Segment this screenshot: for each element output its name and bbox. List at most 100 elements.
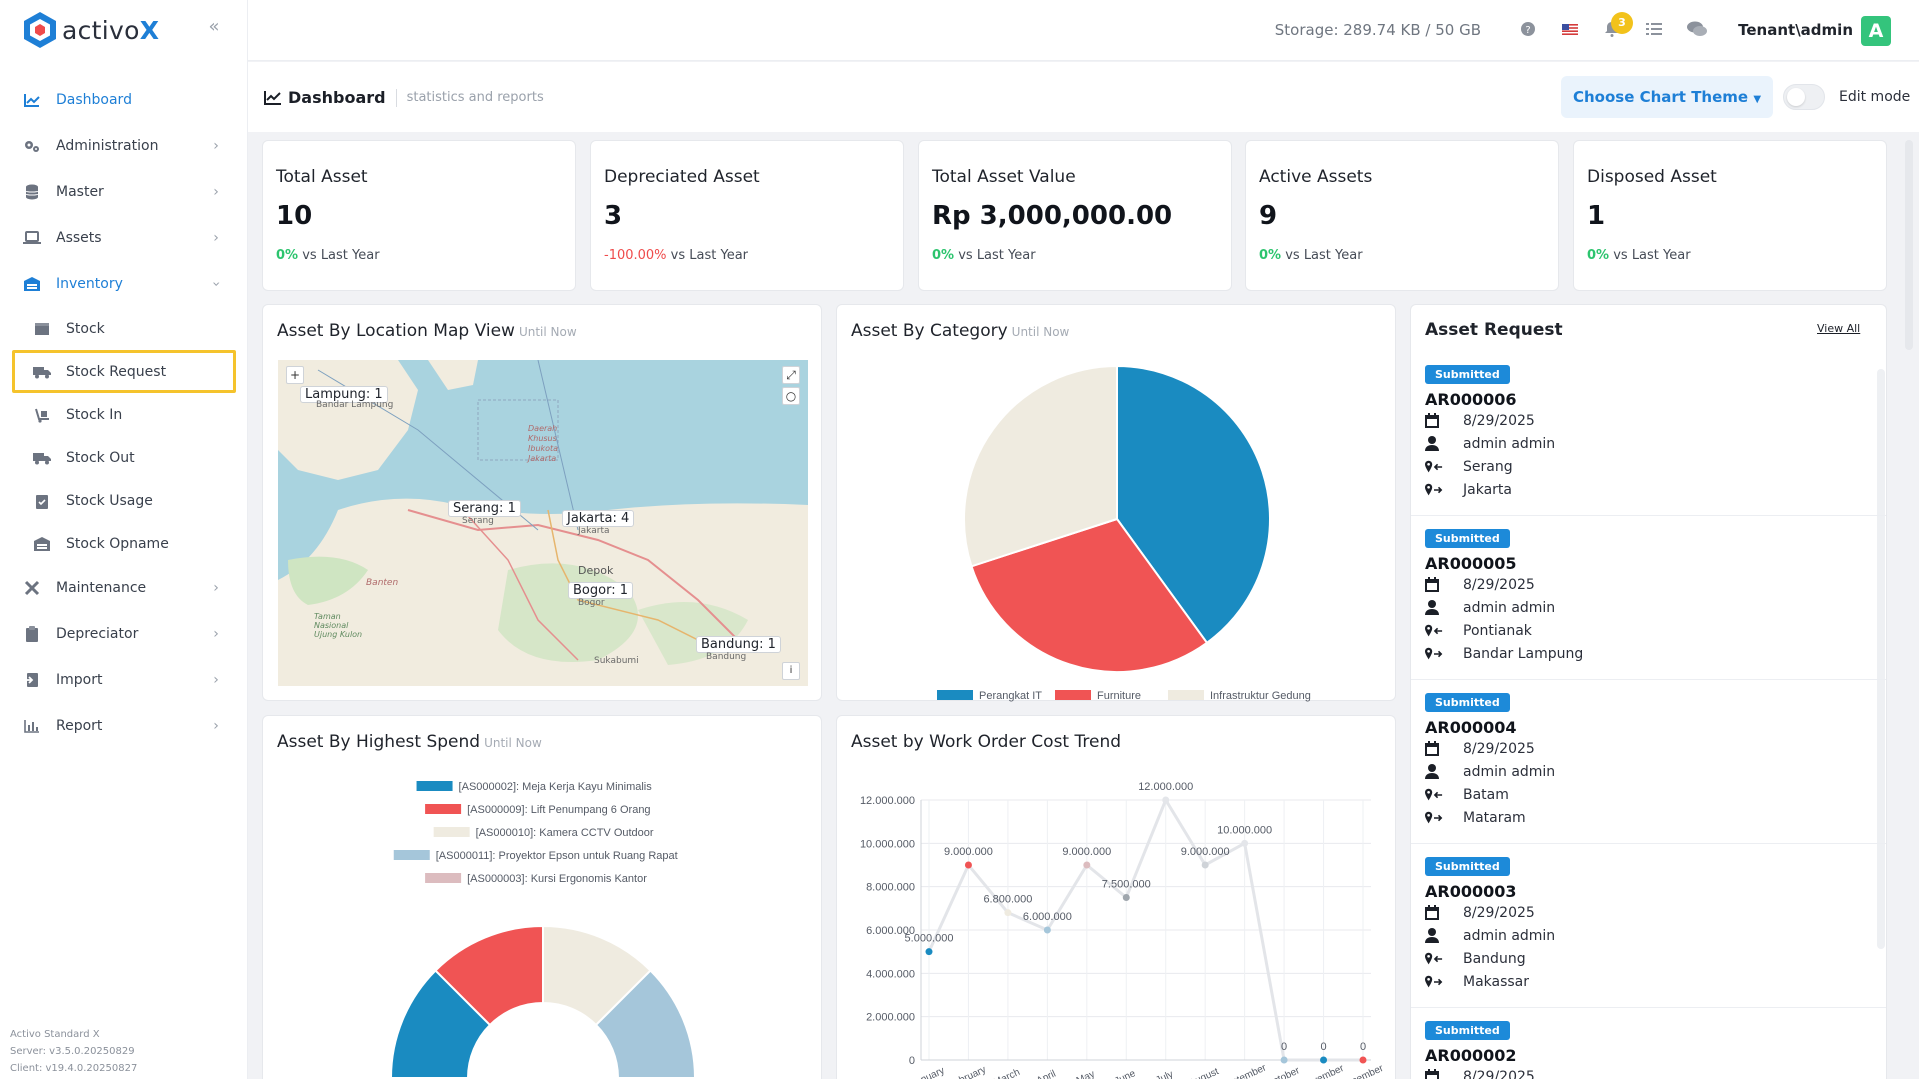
view-all-link[interactable]: View All: [1817, 322, 1861, 335]
sidebar-item-dashboard[interactable]: Dashboard: [0, 77, 248, 123]
legend-label[interactable]: [AS000003]: Kursi Ergonomis Kantor: [467, 873, 647, 885]
sidebar-subitem-stock-out[interactable]: Stock Out: [0, 436, 248, 479]
sidebar-item-label: Master: [56, 184, 104, 200]
request-item[interactable]: Submitted AR000002 8/29/2025: [1425, 1019, 1880, 1079]
sidebar-subitem-stock-opname[interactable]: Stock Opname: [0, 522, 248, 565]
stat-title: Disposed Asset: [1587, 167, 1717, 187]
legend-swatch: [937, 690, 973, 700]
data-point[interactable]: [1280, 1056, 1288, 1064]
sidebar-item-master[interactable]: Master ›: [0, 169, 248, 215]
caret-down-icon: ▼: [1753, 94, 1762, 105]
request-to: Mataram: [1463, 809, 1526, 826]
sidebar-item-administration[interactable]: Administration ›: [0, 123, 248, 169]
status-badge: Submitted: [1425, 693, 1510, 712]
page-scrollbar[interactable]: [1905, 140, 1913, 350]
data-point[interactable]: [1359, 1056, 1367, 1064]
map-marker-label[interactable]: Bogor: 1: [568, 582, 633, 599]
sidebar-subitem-stock-in[interactable]: Stock In: [0, 393, 248, 436]
category-pie-chart[interactable]: Perangkat IT Furniture Infrastruktur Gedun…: [837, 345, 1397, 705]
user-name[interactable]: Tenant\admin: [1738, 21, 1853, 39]
data-label: 6.800.000: [983, 894, 1032, 906]
request-item[interactable]: Submitted AR000004 8/29/2025 admin admin…: [1425, 691, 1880, 829]
sidebar-item-report[interactable]: Report ›: [0, 703, 248, 749]
app-logo[interactable]: activoX: [22, 10, 159, 50]
data-point[interactable]: [1162, 796, 1170, 804]
spend-donut-chart[interactable]: [AS000002]: Meja Kerja Kayu Minimalis [AS…: [263, 716, 822, 1079]
map-marker-label[interactable]: Bandung: 1: [696, 636, 781, 653]
stat-card-disposed-asset: Disposed Asset 1 0% vs Last Year: [1573, 140, 1887, 291]
sidebar-item-maintenance[interactable]: Maintenance ›: [0, 565, 248, 611]
sidebar-subitem-stock-usage[interactable]: Stock Usage: [0, 479, 248, 522]
data-point[interactable]: [1122, 894, 1130, 901]
legend-label[interactable]: Furniture: [1097, 690, 1141, 702]
legend-swatch: [433, 827, 470, 837]
donut-slice[interactable]: [594, 969, 697, 1079]
location-map[interactable]: Lampung: 1 Serang: 1 Jakarta: 4 Bogor: 1…: [278, 360, 808, 686]
pie-slice[interactable]: [963, 364, 1118, 568]
pie-slice[interactable]: [970, 517, 1209, 673]
data-point[interactable]: [1320, 1056, 1328, 1064]
data-point[interactable]: [1043, 926, 1051, 934]
map-reset-icon[interactable]: ○: [782, 387, 800, 405]
data-point[interactable]: [1083, 861, 1091, 869]
task-list-icon[interactable]: [1644, 19, 1664, 39]
legend-label[interactable]: [AS000010]: Kamera CCTV Outdoor: [476, 827, 654, 839]
avatar[interactable]: A: [1861, 16, 1891, 46]
pie-slice[interactable]: [1116, 364, 1271, 645]
map-place-label: Sukabumi: [594, 656, 639, 666]
sidebar-item-inventory[interactable]: Inventory ›: [0, 261, 248, 307]
map-marker-label[interactable]: Jakarta: 4: [562, 510, 635, 527]
help-icon[interactable]: ?: [1518, 19, 1538, 39]
panel-title: Asset Request: [1425, 320, 1563, 340]
sidebar-item-label: Maintenance: [56, 580, 147, 596]
asset-location-map-panel: Asset By Location Map View Until Now Lamp…: [262, 304, 822, 701]
map-place-label: Serang: [462, 516, 494, 526]
page-subtitle: statistics and reports: [406, 90, 544, 105]
data-point[interactable]: [1004, 909, 1012, 917]
status-badge: Submitted: [1425, 1021, 1510, 1040]
scrollbar[interactable]: [1877, 369, 1885, 949]
us-flag-icon[interactable]: [1560, 19, 1580, 39]
request-item[interactable]: Submitted AR000006 8/29/2025 admin admin…: [1425, 363, 1880, 501]
sidebar-item-depreciator[interactable]: Depreciator ›: [0, 611, 248, 657]
collapse-sidebar-icon[interactable]: «: [208, 16, 220, 37]
map-info-icon[interactable]: i: [782, 662, 800, 680]
cost-trend-line-chart[interactable]: 0 2.000.000 4.000.000 6.000.000 8.000.000 10.…: [837, 716, 1396, 1079]
edit-mode-toggle[interactable]: [1783, 84, 1825, 110]
x-tick-label: January: [909, 1065, 946, 1079]
sidebar-item-assets[interactable]: Assets ›: [0, 215, 248, 261]
sidebar-item-import[interactable]: Import ›: [0, 657, 248, 703]
sidebar-subitem-stock[interactable]: Stock: [0, 307, 248, 350]
page-header: Dashboard statistics and reports Choose …: [248, 62, 1919, 132]
data-point[interactable]: [1201, 861, 1209, 869]
data-point[interactable]: [925, 948, 933, 956]
origin-location-icon: [1425, 951, 1443, 967]
warehouse-icon: [32, 534, 52, 554]
request-item[interactable]: Submitted AR000003 8/29/2025 admin admin…: [1425, 855, 1880, 993]
request-code: AR000005: [1425, 554, 1517, 573]
legend-label[interactable]: [AS000002]: Meja Kerja Kayu Minimalis: [459, 781, 653, 793]
legend-label[interactable]: [AS000009]: Lift Penumpang 6 Orang: [467, 804, 650, 816]
stat-trend: vs Last Year: [302, 248, 380, 263]
map-zoom-in-button[interactable]: +: [286, 366, 304, 384]
request-item[interactable]: Submitted AR000005 8/29/2025 admin admin…: [1425, 527, 1880, 665]
legend-swatch: [425, 804, 462, 814]
chevron-right-icon: ›: [213, 184, 219, 200]
choose-chart-theme-button[interactable]: Choose Chart Theme ▼: [1561, 76, 1773, 118]
panel-title: Asset By Category: [851, 321, 1008, 341]
panel-title: Asset By Location Map View: [277, 321, 515, 341]
map-marker-label[interactable]: Serang: 1: [448, 500, 521, 517]
map-marker-label[interactable]: Lampung: 1: [300, 386, 388, 403]
x-tick-label: August: [1188, 1066, 1221, 1079]
data-point[interactable]: [1241, 839, 1249, 847]
legend-label[interactable]: [AS000011]: Proyektor Epson untuk Ruang …: [436, 850, 678, 862]
map-fullscreen-icon[interactable]: ⤢: [782, 366, 800, 384]
line-chart-icon: [22, 90, 42, 110]
legend-label[interactable]: Perangkat IT: [979, 690, 1042, 702]
database-icon: [22, 182, 42, 202]
request-date: 8/29/2025: [1463, 576, 1535, 593]
chat-icon[interactable]: [1687, 19, 1707, 39]
sidebar-subitem-stock-request[interactable]: Stock Request: [12, 350, 236, 393]
data-point[interactable]: [964, 861, 972, 869]
legend-label[interactable]: Infrastruktur Gedung: [1210, 690, 1311, 702]
